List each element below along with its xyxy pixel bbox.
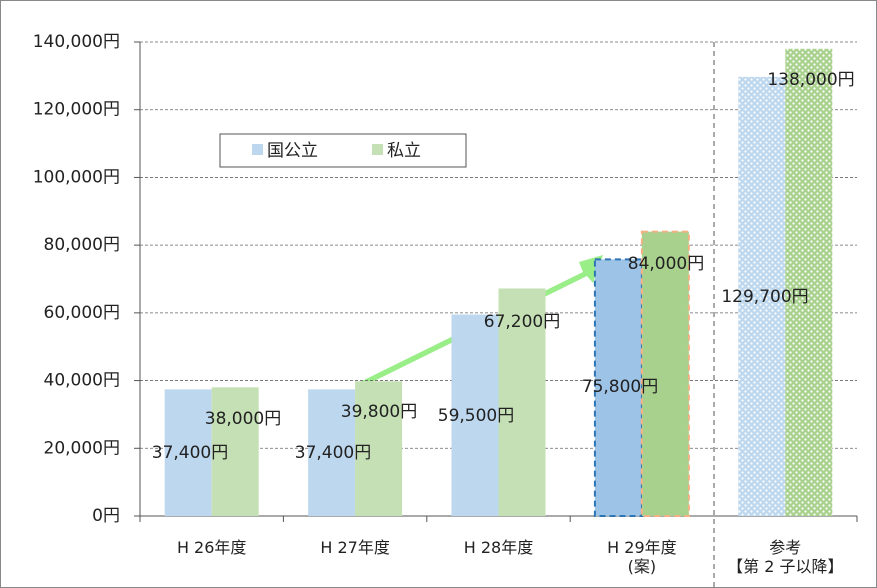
bar: [355, 381, 403, 516]
bar: [451, 314, 499, 516]
legend-label: 国公立: [267, 141, 318, 161]
x-tick-label: H 26年度: [176, 538, 247, 557]
bar: [593, 258, 643, 517]
bar: [308, 389, 356, 516]
value-label: 75,800円: [582, 377, 658, 397]
legend: 国公立 私立: [219, 133, 467, 168]
bar: [738, 76, 786, 516]
value-label: 84,000円: [628, 254, 704, 274]
value-label: 37,400円: [152, 443, 228, 463]
x-tick-label: H 27年度: [320, 538, 390, 557]
y-tick-label: 80,000円: [44, 235, 120, 255]
value-label: 129,700円: [721, 287, 808, 307]
value-label: 59,500円: [438, 406, 514, 426]
bar: [164, 389, 212, 516]
y-tick-label: 20,000円: [44, 438, 120, 458]
y-tick-label: 100,000円: [33, 167, 120, 187]
x-tick-label: H 29年度 (案): [607, 538, 677, 576]
value-label: 38,000円: [205, 409, 281, 429]
value-label: 39,800円: [341, 402, 417, 422]
x-tick-label: 参考 【第 2 子以降】: [727, 538, 844, 576]
y-tick-label: 40,000円: [44, 371, 120, 391]
value-label: 138,000円: [767, 70, 854, 90]
legend-label: 私立: [387, 141, 421, 161]
bar: [498, 288, 546, 516]
legend-swatch: [372, 144, 383, 155]
y-tick-label: 0円: [92, 506, 120, 526]
bar: [640, 230, 690, 517]
bar: [211, 387, 259, 516]
y-tick-label: 120,000円: [33, 100, 120, 120]
value-label: 67,200円: [484, 312, 560, 332]
bar: [785, 48, 833, 517]
value-label: 37,400円: [295, 443, 371, 463]
y-tick-label: 60,000円: [44, 303, 120, 323]
x-tick-label: H 28年度: [463, 538, 534, 557]
legend-swatch: [252, 144, 263, 155]
y-tick-label: 140,000円: [33, 32, 120, 52]
